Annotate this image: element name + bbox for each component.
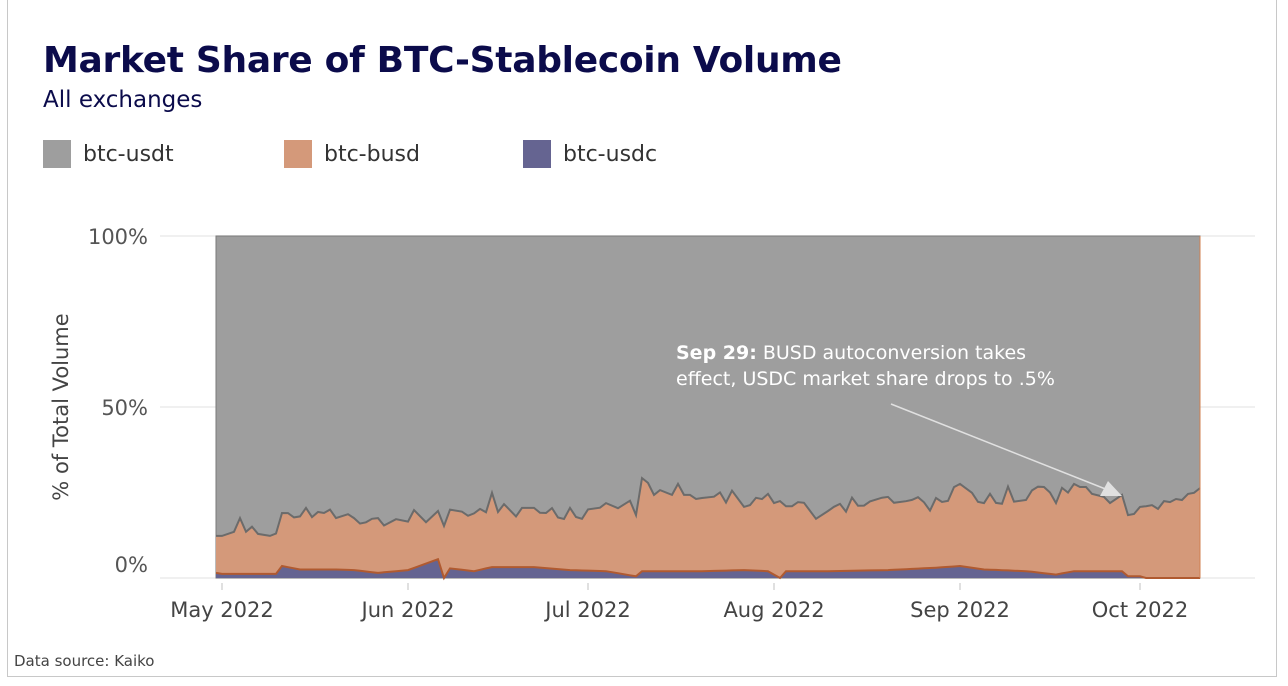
x-tick-label: Sep 2022: [910, 598, 1010, 622]
annotation-text-1: BUSD autoconversion takes: [757, 342, 1026, 364]
annotation-arrow-line: [890, 403, 1109, 491]
area-btc-usdc: [216, 559, 1200, 578]
legend-swatch-usdc: [523, 140, 551, 168]
legend-swatch-usdt: [43, 140, 71, 168]
area-btc-busd: [216, 478, 1200, 578]
x-tick-label: Jul 2022: [543, 598, 630, 622]
x-tick-label: Jun 2022: [360, 598, 455, 622]
legend-item-usdc[interactable]: btc-usdc: [523, 140, 657, 168]
legend-label: btc-usdc: [563, 141, 658, 167]
chart-frame: [7, 0, 1277, 677]
y-axis-label: % of Total Volume: [49, 313, 73, 500]
annotation-arrow-head: [1100, 481, 1122, 496]
y-tick-label: 100%: [88, 225, 148, 249]
line-btc-usdc-top: [215, 557, 1200, 581]
annotation-line-2: effect, USDC market share drops to .5%: [676, 368, 1055, 390]
data-source: Data source: Kaiko: [14, 652, 155, 670]
legend-label: btc-usdt: [83, 141, 174, 167]
areas: [215, 235, 1201, 581]
y-tick-label: 50%: [101, 396, 148, 420]
y-tick-label: 0%: [115, 553, 148, 577]
x-tick-label: Aug 2022: [723, 598, 824, 622]
chart-title: Market Share of BTC-Stablecoin Volume: [43, 40, 842, 81]
annotation: Sep 29: BUSD autoconversion takes effect…: [676, 342, 1122, 496]
annotation-date: Sep 29:: [676, 342, 757, 364]
x-tick-label: May 2022: [170, 598, 274, 622]
legend-label: btc-busd: [324, 141, 420, 167]
legend-swatch-busd: [284, 140, 312, 168]
annotation-line-1: Sep 29: BUSD autoconversion takes: [676, 342, 1026, 364]
line-btc-busd-top: [216, 476, 1201, 537]
x-tick-label: Oct 2022: [1092, 598, 1188, 622]
legend-item-busd[interactable]: btc-busd: [284, 140, 420, 168]
chart-subtitle: All exchanges: [43, 87, 203, 113]
axes: 0% 50% 100% May 2022 Jun 2022 Jul 2022 Aug 202…: [88, 225, 1188, 622]
legend-item-usdt[interactable]: btc-usdt: [43, 140, 174, 168]
